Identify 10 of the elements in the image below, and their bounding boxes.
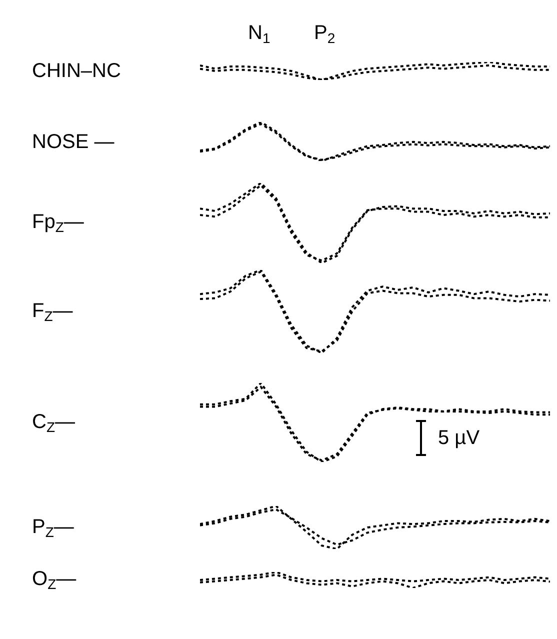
y-axis-title: F$_{Z}$— [32,300,73,324]
text: N$_{1}$ [248,22,270,46]
y-axis-title: O$_{Z}$— [32,568,76,592]
y-axis-title: CHIN–NC [32,60,121,82]
y-axis-title: C$_{Z}$— [32,411,76,436]
text: P$_{2}$ [314,22,336,46]
y-axis-title: Fp$_{Z}$— [32,211,84,236]
y-axis-title: NOSE — [32,131,114,153]
annotation: 5 µV [438,427,480,449]
y-axis-title: P$_{Z}$— [32,516,74,540]
